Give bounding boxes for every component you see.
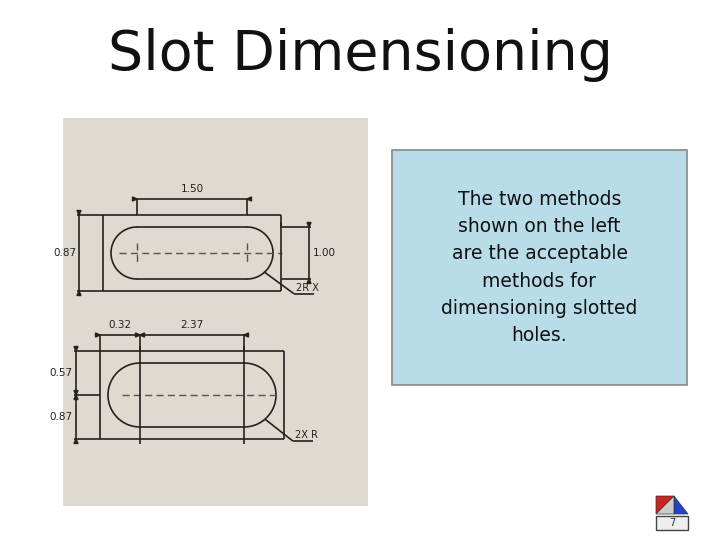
Polygon shape [140, 333, 145, 337]
Polygon shape [74, 347, 78, 351]
Polygon shape [656, 496, 674, 514]
Text: 0.57: 0.57 [50, 368, 73, 378]
Polygon shape [132, 197, 137, 201]
Polygon shape [96, 333, 100, 337]
Text: 0.87: 0.87 [53, 248, 76, 258]
Polygon shape [74, 395, 78, 400]
Text: 2X R: 2X R [294, 430, 318, 440]
Polygon shape [74, 439, 78, 443]
Text: 0.32: 0.32 [109, 320, 132, 330]
Text: 2R X: 2R X [296, 283, 319, 293]
Text: 7: 7 [669, 518, 675, 528]
Polygon shape [656, 496, 674, 514]
Text: Slot Dimensioning: Slot Dimensioning [107, 28, 613, 82]
Text: The two methods
shown on the left
are the acceptable
methods for
dimensioning sl: The two methods shown on the left are th… [441, 190, 638, 345]
Polygon shape [74, 390, 78, 395]
Text: 0.87: 0.87 [50, 412, 73, 422]
Bar [392, 150, 687, 385]
Polygon shape [77, 211, 81, 215]
Polygon shape [135, 333, 140, 337]
Text: 1.00: 1.00 [313, 248, 336, 258]
Bar [656, 516, 688, 530]
Polygon shape [307, 222, 311, 227]
Polygon shape [77, 291, 81, 295]
Polygon shape [674, 496, 688, 514]
Bar [63, 118, 368, 506]
Polygon shape [307, 279, 311, 284]
Polygon shape [247, 197, 251, 201]
Text: 2.37: 2.37 [181, 320, 204, 330]
Text: 1.50: 1.50 [181, 184, 204, 194]
Polygon shape [244, 333, 248, 337]
